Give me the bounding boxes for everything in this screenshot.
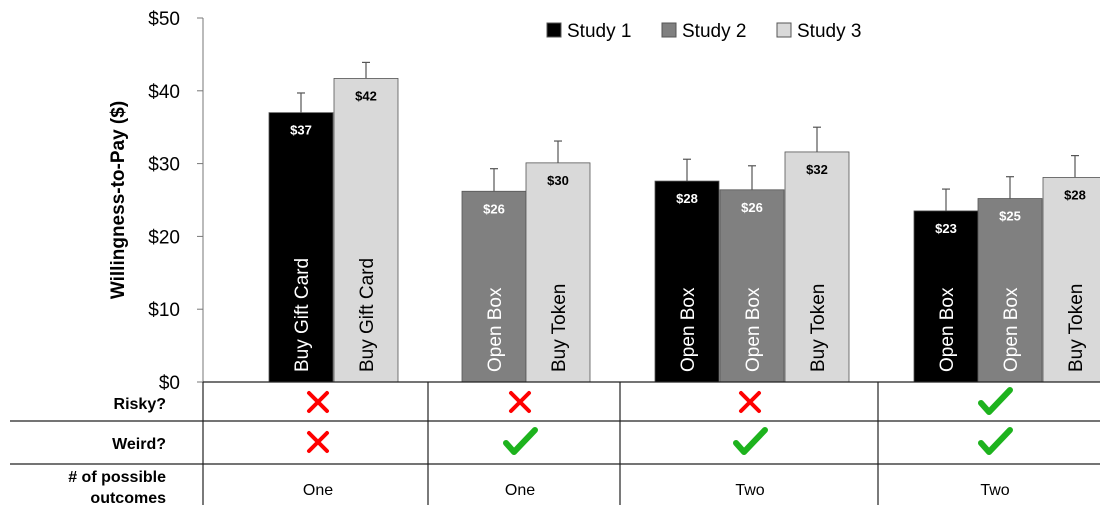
y-tick-label: $20 — [148, 227, 180, 248]
cross-icon — [307, 391, 329, 413]
bar-category-label: Open Box — [937, 287, 958, 372]
bar-category-label: Buy Token — [1066, 284, 1087, 372]
outcomes-value: One — [303, 482, 333, 499]
row-label-outcomes: outcomes — [90, 490, 166, 507]
data-label: $25 — [999, 209, 1021, 224]
data-label: $28 — [676, 191, 698, 206]
legend-label: Study 2 — [682, 21, 746, 42]
data-label: $23 — [935, 221, 957, 236]
y-tick-label: $50 — [148, 9, 180, 30]
bar — [719, 189, 785, 383]
bar — [913, 210, 979, 383]
check-icon — [978, 427, 1013, 455]
data-label: $26 — [741, 200, 763, 215]
check-icon — [503, 427, 538, 455]
legend-swatch — [661, 22, 677, 38]
cross-icon — [739, 391, 761, 413]
bar — [1042, 177, 1100, 383]
data-label: $37 — [290, 123, 312, 138]
cross-icon — [307, 431, 329, 453]
bar — [654, 180, 720, 383]
check-icon — [978, 387, 1013, 415]
y-tick-label: $0 — [159, 373, 180, 394]
y-tick-label: $30 — [148, 155, 180, 176]
legend-swatch — [776, 22, 792, 38]
bar-category-label: Buy Gift Card — [292, 258, 313, 372]
bar — [784, 151, 850, 383]
bar-category-label: Open Box — [485, 287, 506, 372]
data-label: $28 — [1064, 187, 1086, 202]
y-tick-label: $10 — [148, 300, 180, 321]
check-icon — [733, 427, 768, 455]
cross-icon — [509, 391, 531, 413]
data-label: $32 — [806, 162, 828, 177]
y-tick-label: $40 — [148, 82, 180, 103]
data-label: $42 — [355, 88, 377, 103]
data-label: $26 — [483, 201, 505, 216]
outcomes-value: Two — [735, 482, 764, 499]
bar-category-label: Buy Token — [549, 284, 570, 372]
outcomes-value: One — [505, 482, 535, 499]
bar — [461, 190, 527, 383]
legend-label: Study 1 — [567, 21, 631, 42]
row-label-weird: Weird? — [112, 436, 166, 453]
bar-category-label: Buy Gift Card — [357, 258, 378, 372]
bar-category-label: Open Box — [678, 287, 699, 372]
row-label-risky: Risky? — [114, 396, 166, 413]
y-axis-title: Willingness-to-Pay ($) — [108, 101, 129, 299]
bar-category-label: Open Box — [743, 287, 764, 372]
bar-category-label: Open Box — [1001, 287, 1022, 372]
bar — [977, 198, 1043, 383]
legend-label: Study 3 — [797, 21, 861, 42]
bar-category-label: Buy Token — [808, 284, 829, 372]
row-label-outcomes: # of possible — [68, 469, 166, 486]
legend-swatch — [546, 22, 562, 38]
outcomes-value: Two — [980, 482, 1009, 499]
data-label: $30 — [547, 173, 569, 188]
